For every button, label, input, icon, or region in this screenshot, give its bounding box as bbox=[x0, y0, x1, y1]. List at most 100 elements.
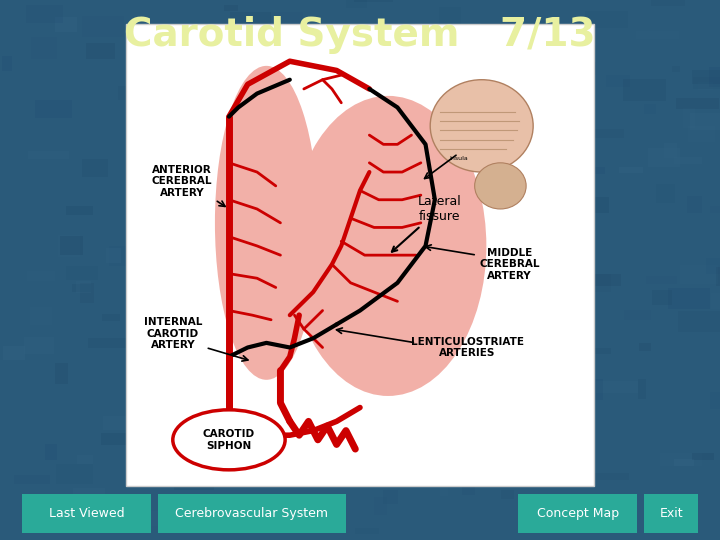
Bar bbox=[301, 303, 335, 313]
Bar bbox=[27, 5, 63, 23]
Bar bbox=[578, 274, 621, 286]
Bar bbox=[449, 351, 458, 361]
Bar bbox=[452, 218, 492, 225]
Bar bbox=[201, 143, 238, 162]
Bar bbox=[498, 387, 515, 395]
Bar bbox=[656, 184, 675, 202]
Bar bbox=[88, 338, 127, 348]
Bar bbox=[395, 296, 422, 312]
Bar bbox=[180, 212, 218, 226]
Bar bbox=[212, 140, 238, 154]
Bar bbox=[81, 16, 124, 37]
Bar bbox=[339, 428, 364, 442]
Bar bbox=[355, 528, 379, 534]
Bar bbox=[336, 266, 376, 280]
Bar bbox=[462, 475, 475, 495]
Bar bbox=[387, 213, 415, 220]
Bar bbox=[270, 11, 303, 26]
Bar bbox=[163, 194, 184, 212]
Bar bbox=[374, 497, 387, 515]
Bar bbox=[687, 197, 702, 213]
Bar bbox=[268, 22, 310, 32]
Bar bbox=[150, 511, 163, 525]
Bar bbox=[384, 504, 402, 512]
Bar bbox=[370, 102, 392, 117]
Bar bbox=[505, 327, 523, 346]
Bar bbox=[569, 197, 609, 213]
Bar bbox=[688, 126, 715, 141]
Bar bbox=[639, 379, 646, 399]
Bar bbox=[176, 319, 194, 330]
Bar bbox=[698, 82, 714, 91]
Bar bbox=[639, 343, 651, 350]
Text: LENTICULOSTRIATE
ARTERIES: LENTICULOSTRIATE ARTERIES bbox=[411, 337, 524, 359]
Bar bbox=[439, 6, 461, 28]
Bar bbox=[174, 470, 214, 490]
Bar bbox=[482, 23, 508, 38]
Bar bbox=[106, 248, 121, 263]
Bar bbox=[502, 183, 541, 200]
Bar bbox=[591, 473, 629, 480]
Bar bbox=[644, 104, 656, 114]
Bar bbox=[683, 108, 695, 127]
Bar bbox=[387, 280, 415, 292]
Bar bbox=[433, 161, 446, 181]
Bar bbox=[512, 96, 532, 103]
Bar bbox=[575, 150, 593, 165]
Bar bbox=[230, 12, 271, 27]
Bar bbox=[232, 86, 248, 103]
Bar bbox=[378, 292, 395, 307]
Bar bbox=[217, 371, 225, 386]
Text: Last Viewed: Last Viewed bbox=[48, 507, 125, 520]
Bar bbox=[305, 321, 323, 327]
Bar bbox=[403, 437, 417, 456]
Bar bbox=[472, 231, 482, 242]
Bar bbox=[22, 509, 59, 520]
Bar bbox=[664, 143, 677, 158]
Bar bbox=[519, 90, 562, 105]
Bar bbox=[383, 490, 398, 504]
Bar bbox=[562, 381, 577, 390]
Bar bbox=[155, 321, 163, 336]
Bar bbox=[2, 56, 12, 71]
Bar bbox=[383, 468, 406, 482]
Bar bbox=[82, 159, 108, 177]
FancyBboxPatch shape bbox=[158, 494, 346, 533]
Bar bbox=[35, 100, 71, 118]
Text: MIDDLE
CEREBRAL
ARTERY: MIDDLE CEREBRAL ARTERY bbox=[480, 248, 540, 281]
Bar bbox=[492, 187, 534, 207]
Bar bbox=[386, 356, 423, 373]
Ellipse shape bbox=[215, 66, 318, 380]
Bar bbox=[676, 98, 719, 109]
Bar bbox=[423, 154, 447, 171]
Bar bbox=[624, 310, 652, 320]
Bar bbox=[426, 380, 453, 392]
Ellipse shape bbox=[431, 80, 533, 172]
Bar bbox=[220, 424, 237, 437]
Bar bbox=[306, 422, 334, 428]
Bar bbox=[716, 267, 720, 286]
Bar bbox=[24, 338, 54, 354]
Bar bbox=[501, 350, 535, 356]
Bar bbox=[148, 424, 156, 437]
Bar bbox=[60, 237, 83, 255]
Text: Insula: Insula bbox=[449, 156, 468, 161]
Bar bbox=[706, 36, 720, 52]
Bar bbox=[680, 265, 718, 284]
Bar bbox=[346, 0, 366, 8]
Bar bbox=[619, 167, 642, 173]
Bar bbox=[582, 359, 593, 375]
Bar bbox=[266, 267, 296, 278]
Bar bbox=[693, 77, 720, 89]
Bar bbox=[76, 281, 91, 293]
Bar bbox=[28, 151, 69, 159]
Bar bbox=[341, 435, 364, 447]
Bar bbox=[347, 327, 379, 336]
Bar bbox=[509, 112, 520, 125]
Text: Exit: Exit bbox=[660, 507, 683, 520]
Bar bbox=[577, 167, 605, 174]
Bar bbox=[389, 259, 410, 278]
Bar bbox=[649, 148, 680, 167]
Bar bbox=[500, 490, 514, 500]
Bar bbox=[452, 341, 464, 359]
